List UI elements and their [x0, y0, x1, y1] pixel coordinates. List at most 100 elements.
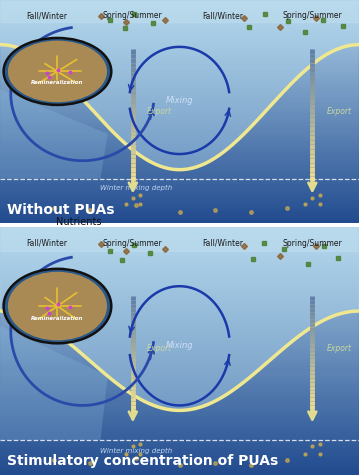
Bar	[0, 342, 359, 344]
Bar	[0, 307, 359, 311]
Bar	[0, 431, 359, 435]
Bar	[38, 230, 40, 241]
Bar	[31, 230, 32, 241]
Text: Fewer: Fewer	[4, 243, 29, 252]
Bar	[0, 376, 359, 379]
Bar	[0, 173, 359, 176]
Bar	[138, 230, 139, 241]
Bar	[0, 73, 359, 76]
Bar	[0, 0, 359, 3]
Bar	[0, 67, 359, 70]
Bar	[0, 84, 359, 86]
Text: Fall/Winter: Fall/Winter	[26, 239, 67, 248]
Bar	[13, 230, 14, 241]
Text: Export: Export	[327, 344, 352, 353]
Bar	[0, 233, 359, 236]
Bar	[102, 230, 103, 241]
Bar	[0, 230, 359, 233]
Bar	[144, 230, 145, 241]
Bar	[0, 117, 359, 120]
Bar	[0, 311, 359, 314]
Bar	[0, 92, 359, 95]
Bar	[0, 148, 359, 151]
Bar	[142, 230, 144, 241]
Bar	[0, 372, 359, 376]
Circle shape	[8, 272, 107, 341]
Bar	[69, 230, 70, 241]
Bar	[0, 109, 359, 112]
Bar	[88, 230, 89, 241]
Bar	[123, 230, 124, 241]
Text: Export: Export	[147, 344, 172, 353]
Text: Mixing: Mixing	[166, 96, 193, 105]
Text: Spring/Summer: Spring/Summer	[103, 239, 163, 248]
Bar	[0, 128, 359, 131]
Bar	[0, 45, 359, 48]
Text: Fall/Winter: Fall/Winter	[202, 11, 243, 20]
Bar	[106, 230, 108, 241]
Bar	[114, 230, 115, 241]
Bar	[0, 407, 359, 410]
Bar	[117, 230, 118, 241]
Bar	[0, 170, 359, 173]
Bar	[79, 230, 80, 241]
Bar	[70, 230, 71, 241]
Bar	[0, 162, 359, 165]
Bar	[0, 416, 359, 419]
Bar	[135, 230, 136, 241]
Bar	[40, 230, 41, 241]
Bar	[0, 209, 359, 212]
Bar	[0, 9, 359, 11]
Bar	[0, 264, 359, 267]
Bar	[19, 230, 20, 241]
Bar	[0, 410, 359, 413]
Bar	[120, 230, 121, 241]
Bar	[62, 230, 64, 241]
Bar	[56, 230, 58, 241]
Bar	[0, 112, 359, 114]
Bar	[91, 230, 93, 241]
Bar	[25, 230, 26, 241]
Bar	[141, 230, 142, 241]
Bar	[0, 379, 359, 382]
Bar	[0, 248, 359, 251]
Bar	[153, 230, 154, 241]
Bar	[0, 0, 359, 22]
Bar	[0, 388, 359, 391]
Bar	[111, 230, 112, 241]
Bar	[100, 230, 102, 241]
Bar	[67, 230, 69, 241]
Bar	[115, 230, 117, 241]
Bar	[0, 28, 359, 31]
Text: Spring/Summer: Spring/Summer	[283, 11, 342, 20]
Text: Winter mixing depth: Winter mixing depth	[100, 185, 173, 191]
Bar	[73, 230, 74, 241]
Bar	[0, 413, 359, 416]
Bar	[59, 230, 61, 241]
Bar	[0, 204, 359, 207]
Bar	[0, 422, 359, 425]
Bar	[52, 230, 53, 241]
Bar	[97, 230, 99, 241]
Bar	[0, 227, 359, 230]
Bar	[20, 230, 22, 241]
Bar	[0, 42, 359, 45]
Bar	[0, 338, 359, 342]
Bar	[5, 230, 6, 241]
Bar	[0, 134, 359, 137]
Bar	[0, 120, 359, 123]
Bar	[0, 123, 359, 125]
Bar	[93, 230, 94, 241]
Bar	[4, 230, 5, 241]
Bar	[14, 230, 16, 241]
Bar	[0, 279, 359, 283]
Bar	[0, 19, 359, 22]
Bar	[0, 450, 359, 453]
Bar	[0, 463, 359, 466]
Bar	[0, 153, 359, 156]
Bar	[0, 267, 359, 270]
Bar	[55, 230, 56, 241]
Bar	[0, 201, 359, 204]
Bar	[0, 31, 359, 33]
Bar	[0, 335, 359, 338]
